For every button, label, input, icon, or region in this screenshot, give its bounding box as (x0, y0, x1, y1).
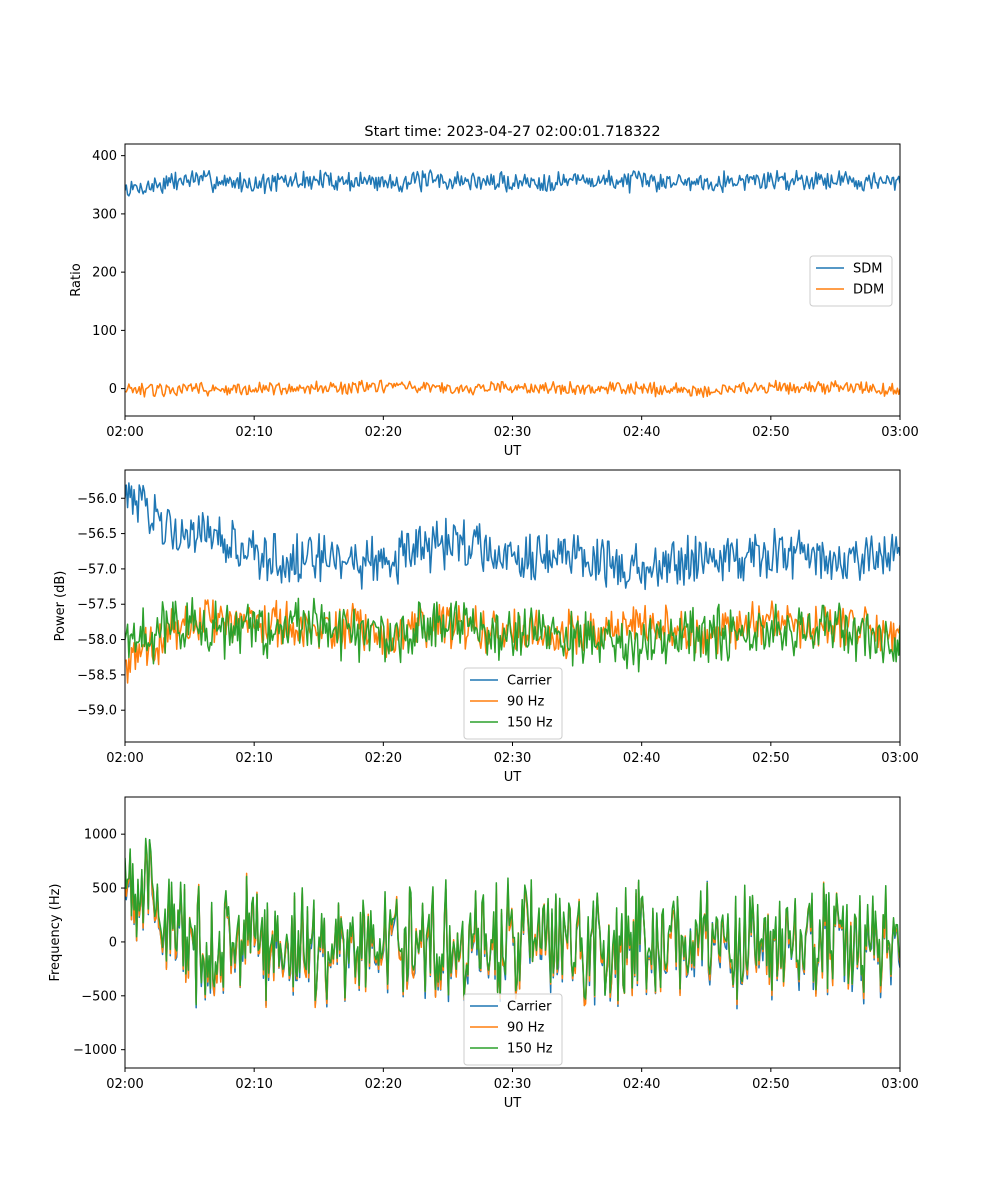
y-tick-label: 0 (109, 935, 117, 950)
x-tick-label: 02:10 (235, 425, 272, 440)
x-tick-label: 02:50 (752, 1077, 789, 1092)
subplot-1: 02:00 02:10 02:20 02:30 02:40 02:50 03:00 0 100 2… (69, 143, 919, 459)
subplot-2: 02:00 02:10 02:20 02:30 02:40 02:50 03:00 −59.0… (53, 469, 919, 785)
series-line-150-hz (125, 837, 900, 1006)
x-tick-label: 02:50 (752, 751, 789, 766)
x-tick-label: 02:10 (235, 751, 272, 766)
legend-label: Carrier (507, 1000, 552, 1015)
y-tick-label: −59.0 (77, 704, 117, 719)
series-line-carrier (125, 482, 900, 591)
y-tick-label: −57.0 (77, 562, 117, 577)
subplots: 02:00 02:10 02:20 02:30 02:40 02:50 03:00 0 100 2… (48, 143, 919, 1111)
x-tick-label: 03:00 (881, 751, 918, 766)
legend-label: 150 Hz (507, 1042, 553, 1057)
y-tick-label: −56.0 (77, 492, 117, 507)
y-tick-label: 400 (92, 149, 117, 164)
y-axis-label: Frequency (Hz) (48, 883, 63, 981)
y-tick-label: 200 (92, 266, 117, 281)
y-tick-label: 500 (92, 882, 117, 897)
x-axis-label: UT (504, 770, 522, 785)
legend: SDM DDM (809, 255, 893, 307)
x-axis-label: UT (504, 1096, 522, 1111)
x-tick-label: 03:00 (881, 1077, 918, 1092)
y-tick-label: 0 (109, 382, 117, 397)
y-tick-label: 300 (92, 207, 117, 222)
x-tick-label: 02:30 (494, 425, 531, 440)
x-tick-label: 02:20 (365, 1077, 402, 1092)
x-tick-label: 03:00 (881, 425, 918, 440)
y-tick-label: −58.5 (77, 668, 117, 683)
y-tick-label: 1000 (84, 828, 117, 843)
x-tick-label: 02:50 (752, 425, 789, 440)
y-tick-label: −56.5 (77, 527, 117, 542)
y-tick-label: 100 (92, 324, 117, 339)
y-tick-label: −57.5 (77, 598, 117, 613)
legend-label: DDM (853, 283, 884, 298)
x-tick-label: 02:40 (623, 751, 660, 766)
legend: Carrier 90 Hz 150 Hz (463, 993, 563, 1066)
legend: Carrier 90 Hz 150 Hz (463, 667, 563, 740)
legend-label: Carrier (507, 674, 552, 689)
y-tick-label: −500 (81, 989, 117, 1004)
x-tick-label: 02:00 (106, 425, 143, 440)
series-line-sdm (125, 169, 900, 197)
series-lines (125, 169, 900, 398)
series-line-ddm (125, 379, 900, 398)
x-tick-label: 02:20 (365, 425, 402, 440)
x-axis-label: UT (504, 444, 522, 459)
figure-title: Start time: 2023-04-27 02:00:01.718322 (364, 124, 660, 140)
y-tick-label: −58.0 (77, 633, 117, 648)
x-tick-label: 02:30 (494, 1077, 531, 1092)
series-lines (125, 837, 900, 1010)
x-tick-label: 02:10 (235, 1077, 272, 1092)
series-line-150-hz (125, 597, 900, 673)
x-tick-label: 02:40 (623, 1077, 660, 1092)
x-tick-label: 02:20 (365, 751, 402, 766)
legend-label: 150 Hz (507, 716, 553, 731)
y-tick-label: −1000 (73, 1043, 117, 1058)
legend-label: 90 Hz (507, 1021, 544, 1036)
y-axis-label: Ratio (69, 263, 84, 296)
x-tick-label: 02:40 (623, 425, 660, 440)
legend-label: SDM (853, 262, 882, 277)
x-tick-label: 02:00 (106, 1077, 143, 1092)
series-lines (125, 482, 900, 684)
x-tick-label: 02:00 (106, 751, 143, 766)
legend-label: 90 Hz (507, 695, 544, 710)
y-axis-label: Power (dB) (53, 571, 68, 642)
subplot-3: 02:00 02:10 02:20 02:30 02:40 02:50 03:00 −1000… (48, 796, 919, 1111)
x-tick-label: 02:30 (494, 751, 531, 766)
